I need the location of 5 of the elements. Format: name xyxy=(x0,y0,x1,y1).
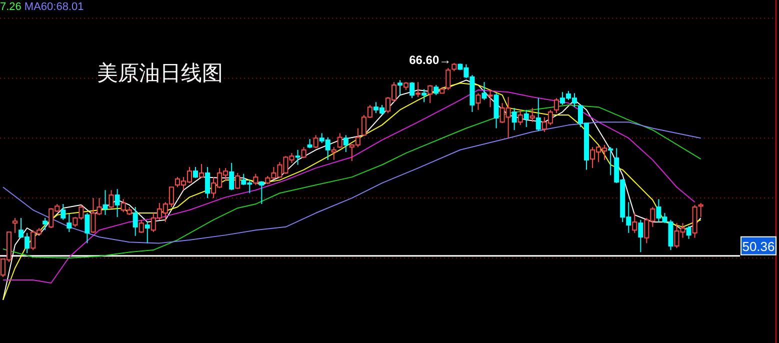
annotation: 50.36 xyxy=(742,238,775,254)
annotation: MA60:68.01 xyxy=(24,1,84,13)
title: 美原油日线图 xyxy=(97,61,223,85)
annotation: 66.60→ xyxy=(409,53,452,67)
annotation: 7.26 xyxy=(0,1,22,13)
